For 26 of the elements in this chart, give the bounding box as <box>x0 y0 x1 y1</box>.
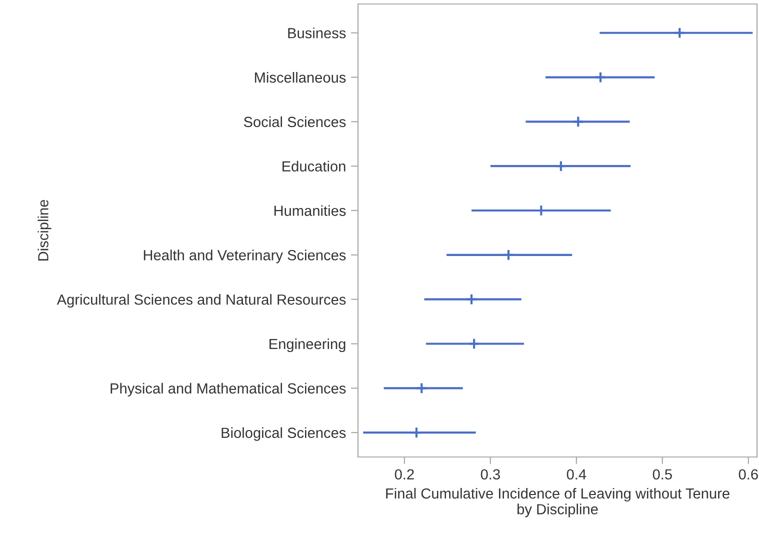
point <box>554 160 567 172</box>
point <box>674 26 686 39</box>
y-tick-label: Agricultural Sciences and Natural Resources <box>56 294 346 308</box>
x-tick-label: 0.6 <box>738 469 758 480</box>
x-tick-label: 0.4 <box>566 469 586 480</box>
point <box>572 116 584 128</box>
point <box>416 382 428 394</box>
y-tick-label: Health and Veterinary Sciences <box>144 250 346 264</box>
x-axis-title: Final Cumulative Incidence of Leaving without Tenure by Discipline <box>386 488 730 518</box>
y-tick-label: Business <box>288 28 346 38</box>
point <box>594 71 606 84</box>
x-tick-label: 0.3 <box>480 469 500 480</box>
y-tick-label: Miscellaneous <box>254 72 346 83</box>
y-tick-label: Education <box>282 160 346 172</box>
point <box>502 248 514 261</box>
y-axis-title: Discipline <box>38 200 52 261</box>
point <box>466 293 478 306</box>
y-tick-label: Humanities <box>274 205 346 216</box>
point <box>468 338 480 350</box>
x-tick-label: 0.2 <box>394 469 414 480</box>
y-tick-label: Engineering <box>270 338 346 352</box>
y-tick-label: Physical and Mathematical Sciences <box>110 382 346 396</box>
x-tick-label: 0.5 <box>652 469 672 480</box>
y-tick-label: Biological Sciences <box>222 427 346 441</box>
point <box>410 426 422 439</box>
y-tick-label: Social Sciences <box>244 116 346 128</box>
